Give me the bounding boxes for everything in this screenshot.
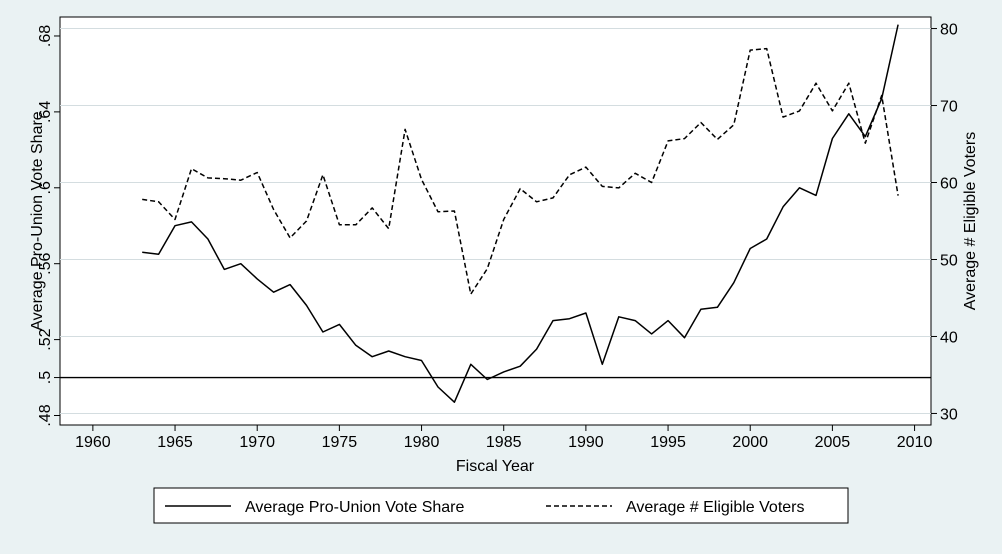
- y-right-tick-label: 80: [940, 22, 958, 39]
- axes: 1960 1965 1970 1975 1980 1985 1990 1995 2000 2005…: [37, 22, 958, 451]
- x-axis-label: Fiscal Year: [456, 458, 535, 475]
- x-tick-label: 1980: [404, 434, 440, 451]
- legend-box: [153, 487, 849, 524]
- y-right-tick-label: 40: [940, 329, 958, 346]
- series-lines: [142, 24, 899, 403]
- x-tick-label: 1995: [650, 434, 686, 451]
- plot-area: [59, 16, 932, 426]
- legend-label-vote-share: Average Pro-Union Vote Share: [245, 499, 465, 516]
- y-left-tick-label: .68: [37, 25, 54, 47]
- x-tick-label: 1970: [239, 434, 275, 451]
- y-axis-right-label: Average # Eligible Voters: [962, 132, 979, 310]
- series-line-vote-share: [142, 24, 899, 403]
- y-axis-left-label: Average Pro-Union Vote Share: [29, 111, 46, 331]
- y-right-tick-label: 30: [940, 406, 958, 423]
- y-left-tick-label: .48: [37, 404, 54, 426]
- x-tick-label: 1990: [568, 434, 604, 451]
- y-left-tick-label: .5: [37, 371, 54, 384]
- x-tick-label: 1985: [486, 434, 522, 451]
- y-right-tick-label: 70: [940, 99, 958, 116]
- x-tick-label: 1975: [322, 434, 358, 451]
- series-line-eligible-voters: [142, 47, 899, 295]
- y-left-tick-label: .52: [37, 328, 54, 350]
- x-tick-label: 2005: [815, 434, 851, 451]
- y-left-tick-label: .64: [37, 101, 54, 123]
- y-right-tick-label: 50: [940, 252, 958, 269]
- y-right-tick-label: 60: [940, 176, 958, 193]
- legend: Average Pro-Union Vote Share Average # E…: [153, 487, 849, 524]
- x-tick-label: 2010: [897, 434, 933, 451]
- x-tick-label: 2000: [732, 434, 768, 451]
- x-tick-label: 1960: [75, 434, 111, 451]
- grid-lines: [60, 28, 931, 414]
- x-tick-label: 1965: [157, 434, 193, 451]
- y-left-tick-label: .56: [37, 252, 54, 274]
- y-left-tick-label: .6: [37, 181, 54, 194]
- legend-label-eligible-voters: Average # Eligible Voters: [626, 499, 804, 516]
